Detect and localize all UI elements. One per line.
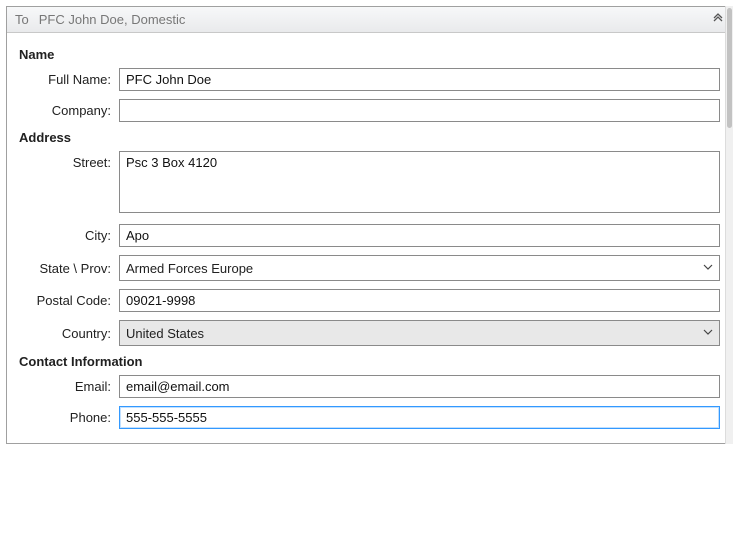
company-label: Company:: [19, 103, 119, 118]
email-label: Email:: [19, 379, 119, 394]
state-select[interactable]: Armed Forces Europe: [119, 255, 720, 281]
country-select-value: United States: [126, 326, 697, 341]
postal-label: Postal Code:: [19, 293, 119, 308]
country-select[interactable]: United States: [119, 320, 720, 346]
street-label: Street:: [19, 151, 119, 170]
vertical-scrollbar[interactable]: [725, 6, 733, 444]
city-label: City:: [19, 228, 119, 243]
scrollbar-thumb[interactable]: [727, 8, 732, 128]
collapse-icon[interactable]: [712, 13, 724, 27]
full-name-label: Full Name:: [19, 72, 119, 87]
panel-header[interactable]: To PFC John Doe, Domestic: [7, 7, 732, 33]
company-input[interactable]: [119, 99, 720, 122]
country-label: Country:: [19, 326, 119, 341]
street-input[interactable]: Psc 3 Box 4120: [119, 151, 720, 213]
state-label: State \ Prov:: [19, 261, 119, 276]
panel-body: Name Full Name: Company: Address Street:…: [7, 33, 732, 443]
chevron-down-icon: [703, 327, 713, 340]
section-address: Address: [19, 130, 720, 145]
section-contact: Contact Information: [19, 354, 720, 369]
postal-input[interactable]: [119, 289, 720, 312]
to-value: PFC John Doe, Domestic: [39, 12, 712, 27]
phone-label: Phone:: [19, 410, 119, 425]
phone-input[interactable]: [119, 406, 720, 429]
email-input[interactable]: [119, 375, 720, 398]
full-name-input[interactable]: [119, 68, 720, 91]
city-input[interactable]: [119, 224, 720, 247]
address-panel: To PFC John Doe, Domestic Name Full Name…: [6, 6, 733, 444]
section-name: Name: [19, 47, 720, 62]
state-select-value: Armed Forces Europe: [126, 261, 697, 276]
chevron-down-icon: [703, 262, 713, 275]
to-label: To: [15, 12, 29, 27]
